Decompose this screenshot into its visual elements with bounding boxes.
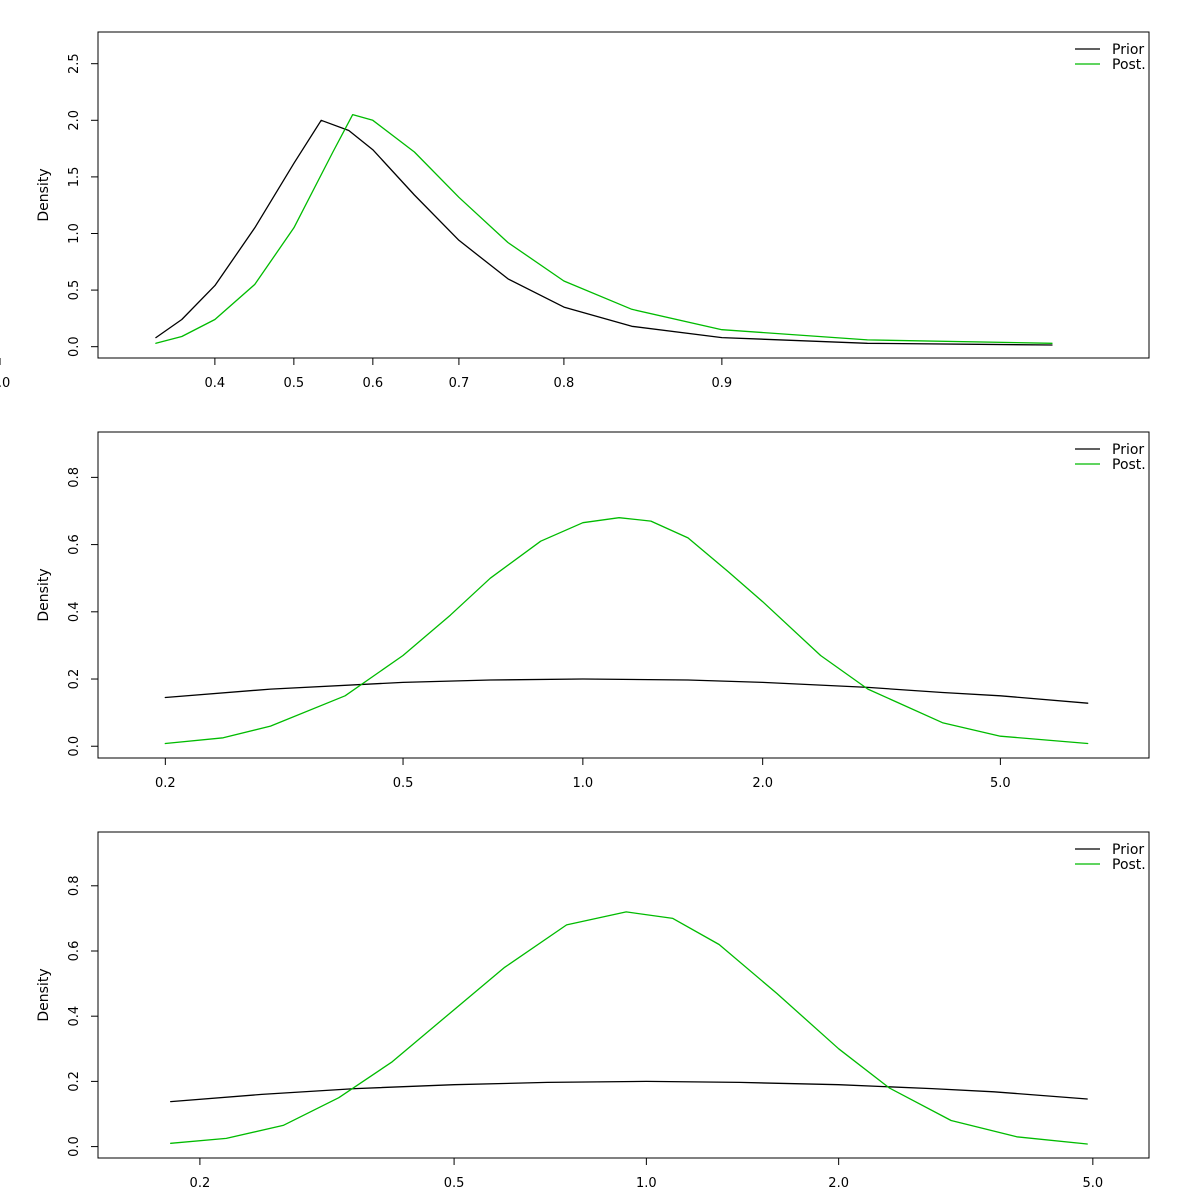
- legend-label: Post.: [1112, 857, 1146, 873]
- y-tick-label: 1.0: [67, 223, 82, 244]
- series-line-prior: [164, 678, 1089, 704]
- y-tick-label: 0.8: [67, 467, 82, 488]
- y-axis-title: Density: [36, 168, 52, 221]
- x-tick-label: 0.6: [362, 376, 383, 391]
- panel-3: 0.2 0.5 1.0 2.0 5.0 0.0 0.2 0.4 0.6 0.8 Density Pri…: [36, 831, 1150, 1191]
- x-tick-label: 0.8: [554, 376, 575, 391]
- legend-label: Prior: [1112, 842, 1144, 858]
- y-tick-label: 0.4: [67, 601, 82, 622]
- y-tick-label: 0.0: [67, 1136, 82, 1157]
- y-tick-label: 2.5: [67, 53, 82, 74]
- x-tick-label: 1.0: [573, 776, 594, 791]
- y-axis-title: Density: [36, 968, 52, 1021]
- plot-frame: [97, 831, 1150, 1159]
- y-tick-label: 0.0: [67, 336, 82, 357]
- x-tick-label: 0.2: [155, 776, 176, 791]
- series-line-post: [155, 113, 1053, 344]
- y-tick-label: 0.6: [67, 941, 82, 962]
- x-tick-label: 0.4: [205, 376, 226, 391]
- x-tick-label: 5.0: [1082, 1176, 1103, 1191]
- plot-frame: [97, 31, 1150, 359]
- panel-2: 0.2 0.5 1.0 2.0 5.0 0.0 0.2 0.4 0.6 0.8 Density Pri…: [36, 431, 1150, 791]
- x-tick-label: 0.5: [284, 376, 305, 391]
- plot-frame: [97, 431, 1150, 759]
- legend-label: Prior: [1112, 42, 1144, 58]
- series-line-post: [170, 911, 1088, 1145]
- panel-1: 0.4 0.5 0.6 0.7 0.8 0.9 1.0 0.0 0.5 1.0 1.5 2.0 2.5 D…: [0, 31, 1150, 391]
- y-tick-label: 0.4: [67, 1006, 82, 1027]
- x-tick-label: 0.9: [712, 376, 733, 391]
- x-tick-label: 1.0: [636, 1176, 657, 1191]
- x-tick-label: 2.0: [752, 776, 773, 791]
- legend-label: Post.: [1112, 457, 1146, 473]
- y-tick-label: 2.0: [67, 110, 82, 131]
- x-tick-label: 1.0: [0, 376, 10, 391]
- x-tick-label: 0.7: [449, 376, 470, 391]
- y-tick-label: 0.6: [67, 534, 82, 555]
- series-line-post: [164, 517, 1089, 745]
- series-line-prior: [170, 1080, 1088, 1103]
- x-tick-label: 0.5: [393, 776, 414, 791]
- y-tick-label: 0.0: [67, 736, 82, 757]
- y-tick-label: 0.2: [67, 669, 82, 690]
- x-tick-label: 2.0: [828, 1176, 849, 1191]
- y-tick-label: 0.5: [67, 280, 82, 301]
- y-tick-label: 0.8: [67, 875, 82, 896]
- y-axis-title: Density: [36, 568, 52, 621]
- series-line-prior: [155, 119, 1053, 346]
- y-tick-label: 1.5: [67, 167, 82, 188]
- y-tick-label: 0.2: [67, 1071, 82, 1092]
- x-tick-label: 5.0: [990, 776, 1011, 791]
- x-tick-label: 0.5: [444, 1176, 465, 1191]
- legend-label: Prior: [1112, 442, 1144, 458]
- legend-label: Post.: [1112, 57, 1146, 73]
- x-tick-label: 0.2: [190, 1176, 211, 1191]
